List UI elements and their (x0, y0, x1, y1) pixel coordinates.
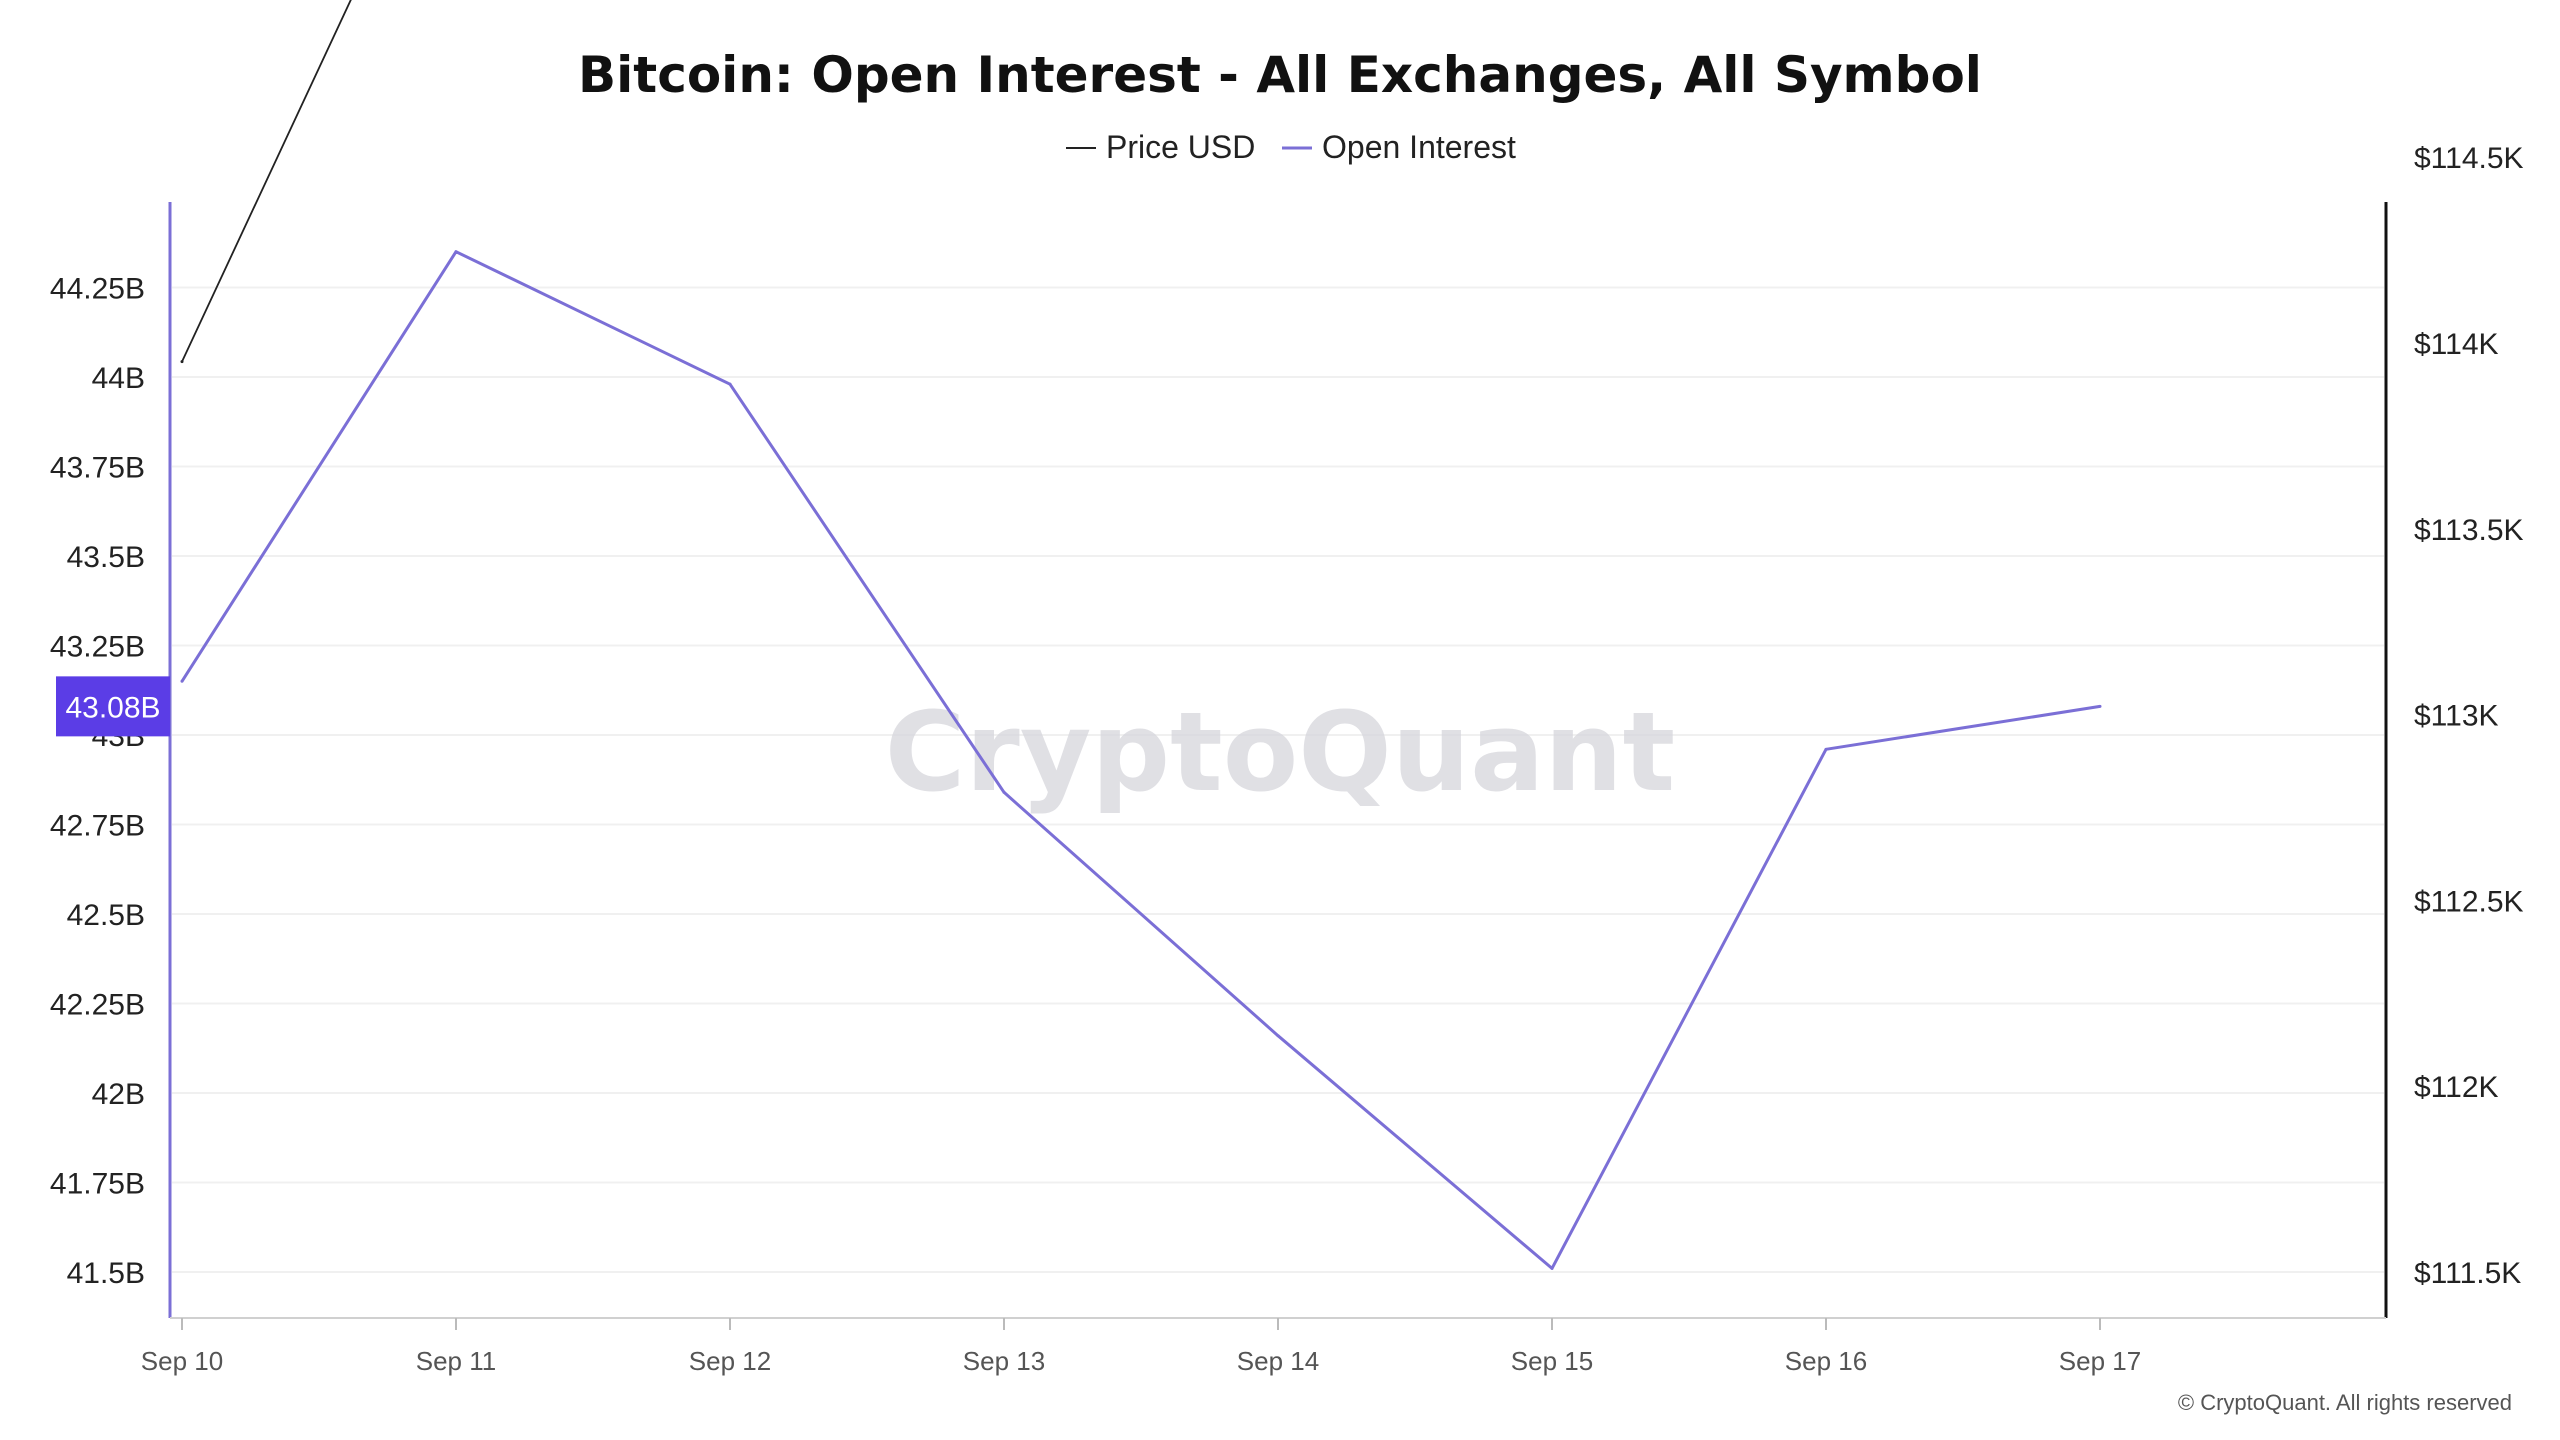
right-axis-ticks: $111.5K $112K $112.5K $113K $113.5K $114K $114… (2414, 142, 2524, 1290)
watermark-text: CryptoQuant (885, 688, 1676, 816)
legend-label-open-interest: Open Interest (1322, 129, 1516, 165)
right-tick-label: $114K (2414, 328, 2499, 361)
left-tick-label: 43.75B (50, 452, 145, 485)
data-point-open-interest (180, 679, 184, 683)
x-tick-label: Sep 13 (963, 1346, 1045, 1376)
badge-background (56, 676, 170, 737)
data-point-open-interest (2098, 704, 2102, 708)
left-tick-label: 44.25B (50, 273, 145, 306)
legend-label-price-usd: Price USD (1106, 129, 1255, 165)
left-tick-label: 42B (92, 1078, 145, 1111)
right-tick-label: $114.5K (2414, 142, 2524, 175)
gridlines (172, 286, 2384, 1273)
badge-label: 43.08B (65, 691, 160, 724)
series-layer (180, 0, 2102, 1270)
data-point-open-interest (1276, 1034, 1280, 1038)
series-line-open-interest (180, 250, 2101, 1270)
left-tick-label: 41.75B (50, 1168, 145, 1201)
data-point-price-usd (180, 360, 184, 364)
x-tick-label: Sep 11 (416, 1346, 496, 1376)
data-point-open-interest (1824, 747, 1828, 751)
right-tick-label: $111.5K (2414, 1257, 2521, 1290)
data-point-open-interest (454, 250, 458, 254)
right-tick-label: $112K (2414, 1071, 2499, 1104)
right-tick-label: $112.5K (2414, 885, 2524, 918)
legend-item-price-usd[interactable]: Price USD (1066, 129, 1255, 165)
open-interest-current-badge: 43.08B (56, 676, 170, 737)
left-tick-label: 44B (92, 362, 145, 395)
x-tick-label: Sep 16 (1785, 1346, 1867, 1376)
left-tick-label: 41.5B (67, 1257, 145, 1290)
legend[interactable]: Price USD Open Interest (1066, 129, 1516, 165)
chart-title: Bitcoin: Open Interest - All Exchanges, … (578, 46, 1982, 104)
x-tick-label: Sep 12 (689, 1346, 771, 1376)
x-tick-label: Sep 10 (141, 1346, 223, 1376)
right-tick-label: $113.5K (2414, 514, 2524, 547)
left-tick-label: 43.5B (67, 541, 145, 574)
data-point-open-interest (1002, 790, 1006, 794)
left-tick-label: 42.75B (50, 810, 145, 843)
legend-item-open-interest[interactable]: Open Interest (1282, 129, 1516, 165)
x-tick-label: Sep 15 (1511, 1346, 1593, 1376)
copyright-text: © CryptoQuant. All rights reserved (2178, 1390, 2512, 1415)
x-tick-label: Sep 14 (1237, 1346, 1319, 1376)
left-tick-label: 42.25B (50, 989, 145, 1022)
left-axis-ticks: 41.5B41.75B42B42.25B42.5B42.75B43B43.25B… (50, 273, 145, 1291)
left-tick-label: 43.25B (50, 631, 145, 664)
x-tick-label: Sep 17 (2059, 1346, 2141, 1376)
data-point-open-interest (1550, 1266, 1554, 1270)
left-tick-label: 42.5B (67, 899, 145, 932)
x-axis-ticks: Sep 10 Sep 11 Sep 12 Sep 13 Sep 14 Sep 15 Sep … (141, 1318, 2141, 1376)
right-tick-label: $113K (2414, 700, 2499, 733)
data-point-open-interest (728, 382, 732, 386)
